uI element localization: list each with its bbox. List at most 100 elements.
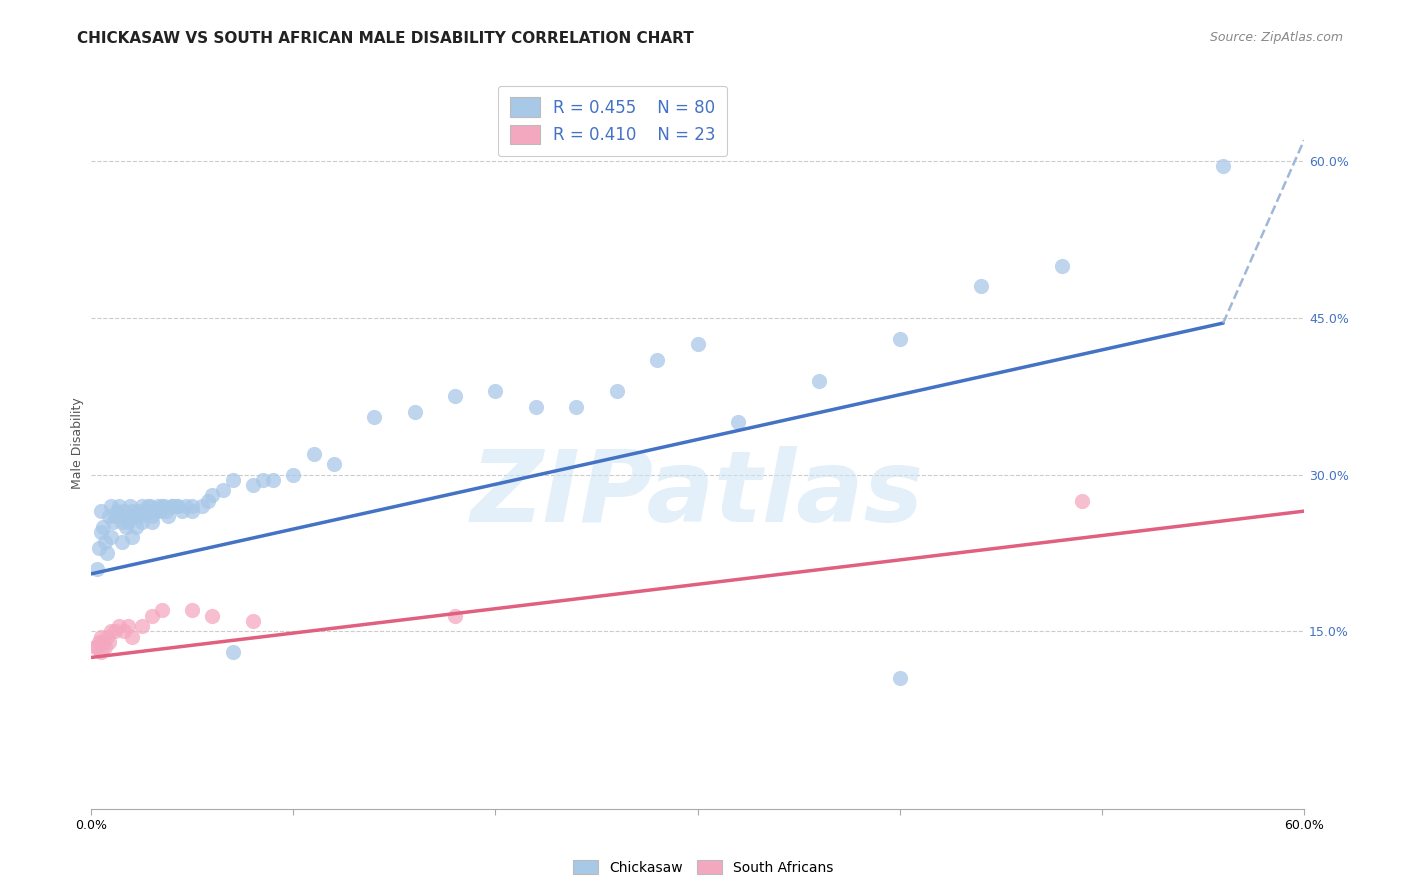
Point (969, 279, 991, 293)
Point (139, 499, 162, 513)
Point (201, 488, 224, 502)
Point (124, 509, 146, 524)
Point (221, 473, 243, 487)
Point (94, 640, 117, 654)
Point (160, 499, 183, 513)
Point (100, 499, 122, 513)
Point (645, 352, 668, 367)
Point (141, 515, 163, 529)
Point (108, 499, 131, 513)
Point (484, 384, 506, 398)
Point (524, 400, 547, 414)
Point (322, 457, 344, 471)
Point (363, 410, 385, 425)
Point (112, 509, 135, 524)
Point (90, 504, 112, 518)
Point (110, 535, 132, 549)
Point (94, 535, 117, 549)
Point (172, 504, 194, 518)
Point (1070, 493, 1092, 508)
Point (155, 504, 177, 518)
Point (197, 493, 219, 508)
Point (444, 389, 467, 403)
Point (100, 624, 122, 639)
Point (211, 483, 233, 498)
Point (90, 645, 112, 659)
Point (146, 499, 169, 513)
Point (201, 608, 224, 623)
Point (145, 504, 167, 518)
Point (262, 473, 284, 487)
Point (89, 634, 111, 648)
Point (117, 515, 139, 529)
Point (242, 614, 264, 628)
Point (404, 405, 426, 419)
Point (242, 478, 264, 492)
Point (124, 520, 146, 534)
Point (160, 499, 183, 513)
Point (121, 504, 143, 518)
Point (807, 374, 830, 388)
Point (112, 624, 135, 639)
Point (114, 520, 136, 534)
Point (84, 640, 107, 654)
Text: ZIPatlas: ZIPatlas (471, 446, 924, 543)
Point (1050, 259, 1073, 273)
Point (444, 608, 467, 623)
Point (91, 634, 114, 648)
Point (221, 645, 243, 659)
Point (156, 509, 179, 524)
Point (90, 630, 112, 644)
Point (142, 504, 165, 518)
Point (252, 473, 274, 487)
Point (131, 499, 153, 513)
Point (90, 524, 112, 539)
Point (104, 624, 127, 639)
Point (100, 530, 122, 544)
Y-axis label: Male Disability: Male Disability (72, 397, 84, 489)
Point (128, 509, 150, 524)
Point (104, 509, 127, 524)
Point (121, 630, 143, 644)
Text: CHICKASAW VS SOUTH AFRICAN MALE DISABILITY CORRELATION CHART: CHICKASAW VS SOUTH AFRICAN MALE DISABILI… (77, 31, 695, 46)
Point (165, 499, 187, 513)
Point (96, 546, 118, 560)
Point (89, 541, 111, 555)
Point (727, 415, 749, 429)
Point (153, 499, 176, 513)
Legend: R = 0.455    N = 80, R = 0.410    N = 23: R = 0.455 N = 80, R = 0.410 N = 23 (498, 86, 727, 156)
Point (112, 504, 135, 518)
Point (108, 619, 131, 633)
Point (131, 619, 153, 633)
Point (141, 509, 163, 524)
Point (174, 499, 197, 513)
Point (127, 504, 149, 518)
Point (889, 671, 911, 685)
Point (98, 634, 121, 648)
Point (686, 337, 709, 351)
Point (181, 603, 204, 617)
Point (107, 504, 129, 518)
Point (150, 499, 173, 513)
Point (181, 499, 204, 513)
Point (86, 640, 108, 654)
Point (122, 509, 145, 524)
Point (135, 504, 157, 518)
Point (103, 515, 125, 529)
Point (565, 400, 588, 414)
Point (1212, 159, 1234, 173)
Legend: Chickasaw, South Africans: Chickasaw, South Africans (568, 855, 838, 880)
Point (118, 499, 141, 513)
Point (191, 499, 214, 513)
Point (121, 530, 143, 544)
Point (110, 515, 132, 529)
Point (167, 499, 190, 513)
Point (86, 561, 108, 575)
Point (117, 619, 139, 633)
Point (141, 608, 163, 623)
Point (117, 509, 139, 524)
Point (96, 630, 118, 644)
Point (606, 384, 628, 398)
Text: Source: ZipAtlas.com: Source: ZipAtlas.com (1209, 31, 1343, 45)
Point (181, 504, 204, 518)
